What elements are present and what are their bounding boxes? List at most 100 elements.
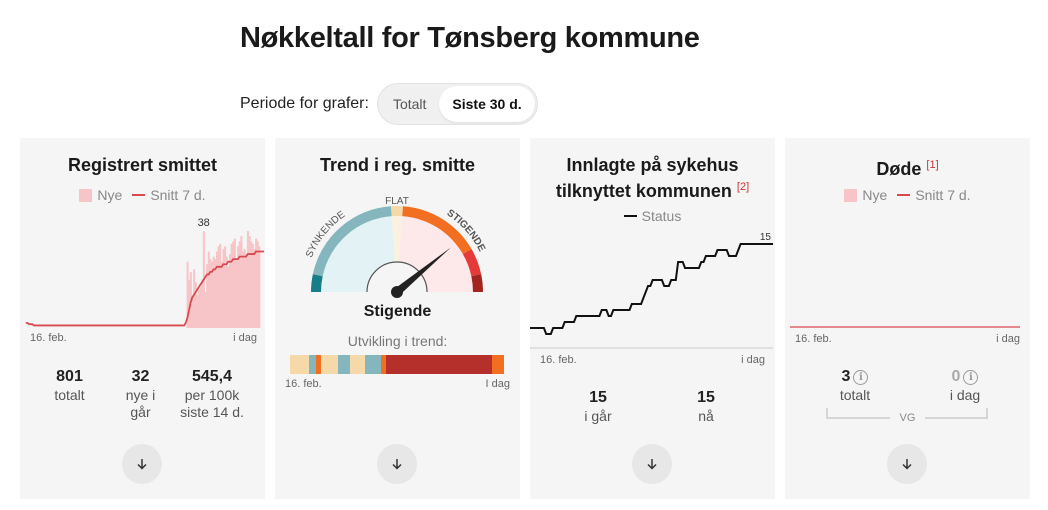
trend-development-label: Utvikling i trend: <box>347 333 448 349</box>
chart-bar <box>201 279 204 328</box>
x-axis-start-label: 16. feb. <box>30 332 67 344</box>
period-segmented-control: Totalt Siste 30 d. <box>376 83 538 125</box>
gauge-band-rising <box>402 206 472 254</box>
card-deaths: Døde [1] Nye Snitt 7 d. 16. feb. i dag 3… <box>785 138 1030 499</box>
chart-bar <box>256 241 259 328</box>
gauge-label-top: FLAT <box>385 196 409 207</box>
stat-per-100k: 545,4 per 100k siste 14 d. <box>172 368 252 421</box>
trend-strip-segment <box>338 355 351 374</box>
legend-line-swatch <box>623 215 637 217</box>
trend-strip-segment <box>290 355 310 374</box>
period-option-total[interactable]: Totalt <box>392 96 427 112</box>
stat-value: 32 <box>131 368 150 385</box>
trend-gauge: SYNKENDE FLAT STIGENDE <box>304 196 487 298</box>
infected-chart: 38 <box>25 217 265 328</box>
source-label: VG <box>899 412 916 424</box>
chart-bar <box>242 251 245 328</box>
legend-bar-swatch <box>844 188 858 202</box>
legend-label-status: Status <box>641 208 682 224</box>
gauge-needle-shape <box>394 247 451 296</box>
legend-label-avg: Snitt 7 d. <box>150 187 206 203</box>
arrow-down-icon <box>392 459 402 470</box>
trend-strip-segment <box>321 355 339 374</box>
chart-bar <box>186 261 189 328</box>
chart-bar <box>240 236 243 328</box>
gauge-needle-hub <box>391 286 403 298</box>
chart-bar <box>251 243 254 328</box>
chart-bar <box>235 259 238 328</box>
chart-bar <box>246 231 249 328</box>
info-icon[interactable]: i <box>853 370 869 385</box>
info-icon[interactable]: i <box>963 370 979 385</box>
footnote-link[interactable]: [2] <box>736 181 750 193</box>
gauge-band-strong-rising <box>462 249 482 277</box>
card-title: Trend i reg. smitte <box>319 155 476 175</box>
x-axis-end-label: i dag <box>996 333 1020 345</box>
stat-label: per 100k siste 14 d. <box>180 387 244 420</box>
chart-bar <box>230 243 233 328</box>
chart-bar <box>255 238 258 328</box>
chart-bar <box>238 241 241 328</box>
chart-bar <box>250 241 253 328</box>
chart-bar <box>225 256 228 328</box>
x-axis-start-label: 16. feb. <box>795 333 832 345</box>
chart-legend: Nye Snitt 7 d. <box>785 187 1030 203</box>
legend-line-swatch <box>132 194 146 196</box>
expand-button[interactable] <box>887 444 927 484</box>
chart-legend: Status <box>530 208 775 224</box>
expand-button[interactable] <box>122 444 162 484</box>
gauge-band-strong-falling <box>311 274 323 292</box>
chart-bar <box>199 287 202 328</box>
chart-bar <box>243 248 246 328</box>
source-bracket <box>826 408 988 419</box>
chart-bar <box>220 261 223 328</box>
footnote-link[interactable]: [1] <box>926 159 939 171</box>
chart-bar <box>253 248 256 328</box>
arrow-down-icon <box>647 459 657 470</box>
chart-bar <box>222 248 225 328</box>
x-axis-end-label: I dag <box>485 378 510 390</box>
stat-value: 801 <box>56 368 83 385</box>
period-label: Periode for grafer: <box>240 95 369 112</box>
chart-bar <box>207 251 210 328</box>
chart-bar <box>211 261 214 328</box>
stat-label: nye i går <box>125 387 156 420</box>
legend-label-new: Nye <box>862 187 888 203</box>
legend-label-avg: Snitt 7 d. <box>915 187 971 203</box>
stat-value: 0 <box>951 368 961 385</box>
trend-development-strip <box>290 355 504 374</box>
trend-strip-segment <box>386 355 492 374</box>
period-option-30d[interactable]: Siste 30 d. <box>439 86 535 122</box>
stat-label: totalt <box>54 387 85 403</box>
chart-bar <box>188 279 191 328</box>
avg-line <box>25 250 265 327</box>
trend-strip-segment <box>381 355 387 374</box>
card-title: Registrert smittet <box>67 155 218 175</box>
legend-bar-swatch <box>79 188 93 202</box>
gauge-band-very-strong-rising <box>471 274 483 292</box>
chart-bar <box>224 246 227 328</box>
expand-button[interactable] <box>632 444 672 484</box>
card-hospitalized: Innlagte på sykehus tilknyttet kommunen … <box>530 138 775 499</box>
trend-status: Stigende <box>363 303 432 320</box>
chart-bar <box>209 259 212 328</box>
chart-bar <box>245 254 248 328</box>
trend-strip-segment <box>316 355 322 374</box>
card-title-text: Døde <box>876 159 922 179</box>
gauge-needle <box>391 247 451 298</box>
expand-button[interactable] <box>377 444 417 484</box>
chart-bar <box>232 241 235 328</box>
gauge-band-flat <box>391 206 403 217</box>
x-axis-end-label: i dag <box>741 354 765 366</box>
stat-value: 3 <box>841 368 851 385</box>
chart-bar <box>197 289 201 328</box>
peak-label: 38 <box>198 217 210 229</box>
arrow-down-icon <box>902 459 912 470</box>
trend-strip-segment <box>364 355 382 374</box>
stat-new-yesterday: 32 nye i går <box>113 368 168 421</box>
chart-bar <box>196 294 199 328</box>
stat-value: 15 <box>697 389 715 406</box>
card-registered-infected: Registrert smittet Nye Snitt 7 d. 38 16.… <box>20 138 265 499</box>
